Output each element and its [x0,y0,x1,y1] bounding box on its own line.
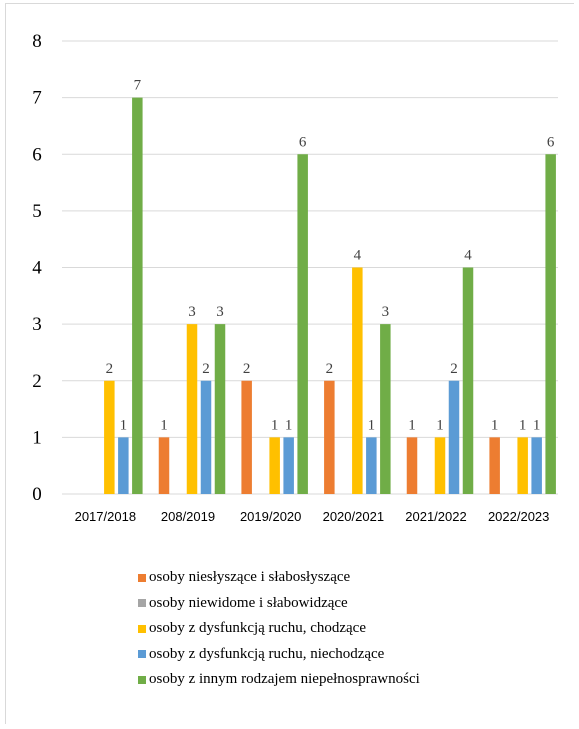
legend-swatch [138,624,146,633]
legend-label: osoby niewidome i słabowidzące [149,594,348,611]
bar [406,437,418,494]
chart-frame [5,3,574,724]
data-label: 1 [436,417,444,433]
data-label: 1 [408,417,416,433]
data-label: 2 [450,361,458,377]
y-tick-label: 8 [32,31,42,52]
data-label: 1 [533,417,541,433]
bar [297,154,308,494]
gridlines [62,40,558,495]
x-tick-label: 2017/2018 [75,509,136,524]
x-tick-label: 2022/2023 [488,509,549,524]
bar [132,97,143,494]
data-label: 3 [188,304,196,320]
bar [434,437,446,494]
y-tick-label: 0 [32,484,42,505]
data-label: 2 [326,361,334,377]
legend-swatch [138,599,146,608]
legend-label: osoby z innym rodzajem niepełnosprawnośc… [149,671,420,688]
legend-swatch [138,573,146,582]
data-label: 3 [216,304,224,320]
data-label: 1 [271,417,279,433]
bar [200,380,212,494]
x-tick-label: 2021/2022 [405,509,466,524]
legend-item: osoby z dysfunkcją ruchu, niechodzące [138,642,420,668]
bar [462,267,474,494]
data-label: 3 [382,304,390,320]
data-label: 4 [464,248,472,264]
data-label: 2 [202,361,210,377]
bar [380,324,391,494]
x-tick-label: 2019/2020 [240,509,301,524]
data-label: 6 [547,134,555,150]
data-label: 1 [368,417,376,433]
bar [158,437,170,494]
bar [214,324,226,494]
y-tick-label: 7 [32,88,42,109]
data-label: 1 [285,417,293,433]
bar [118,437,129,494]
bar [186,324,198,494]
y-tick-label: 6 [32,144,42,165]
y-tick-label: 4 [32,258,42,279]
bar [283,437,294,494]
legend-item: osoby niewidome i słabowidzące [138,591,420,617]
legend-label: osoby z dysfunkcją ruchu, niechodzące [149,645,385,662]
bar [366,437,377,494]
bar [241,380,252,494]
y-tick-label: 1 [32,427,42,448]
legend: osoby niesłyszące i słabosłyszące osoby n… [138,565,420,693]
x-tick-label: 2020/2021 [323,509,384,524]
bar [448,380,460,494]
bar [545,154,556,494]
bar [531,437,542,494]
data-label: 7 [134,78,142,94]
bar [489,437,500,494]
bar [324,380,335,494]
legend-label: osoby niesłyszące i słabosłyszące [149,569,351,586]
legend-item: osoby z innym rodzajem niepełnosprawnośc… [138,667,420,693]
bar [269,437,280,494]
legend-swatch [138,650,146,659]
data-label: 1 [519,417,527,433]
bar [104,380,115,494]
legend-label: osoby z dysfunkcją ruchu, chodzące [149,620,367,637]
legend-item: osoby z dysfunkcją ruchu, chodzące [138,616,420,642]
y-tick-label: 3 [32,314,42,335]
bar [517,437,528,494]
data-label: 6 [299,134,307,150]
data-label: 2 [243,361,251,377]
y-axis-ticks: 0 1 2 3 4 5 6 7 8 [32,31,42,505]
bars [104,97,556,494]
data-label: 1 [160,417,168,433]
legend-item: osoby niesłyszące i słabosłyszące [138,565,420,591]
data-label: 4 [354,248,362,264]
legend-swatch [138,675,146,684]
y-tick-label: 2 [32,371,42,392]
x-axis-ticks: 2017/2018 208/2019 2019/2020 2020/2021 2021/… [75,509,550,524]
y-tick-label: 5 [32,201,42,222]
data-label: 1 [120,417,128,433]
data-label: 2 [106,361,114,377]
data-label: 1 [491,417,499,433]
bar [352,267,363,494]
x-tick-label: 208/2019 [161,509,215,524]
